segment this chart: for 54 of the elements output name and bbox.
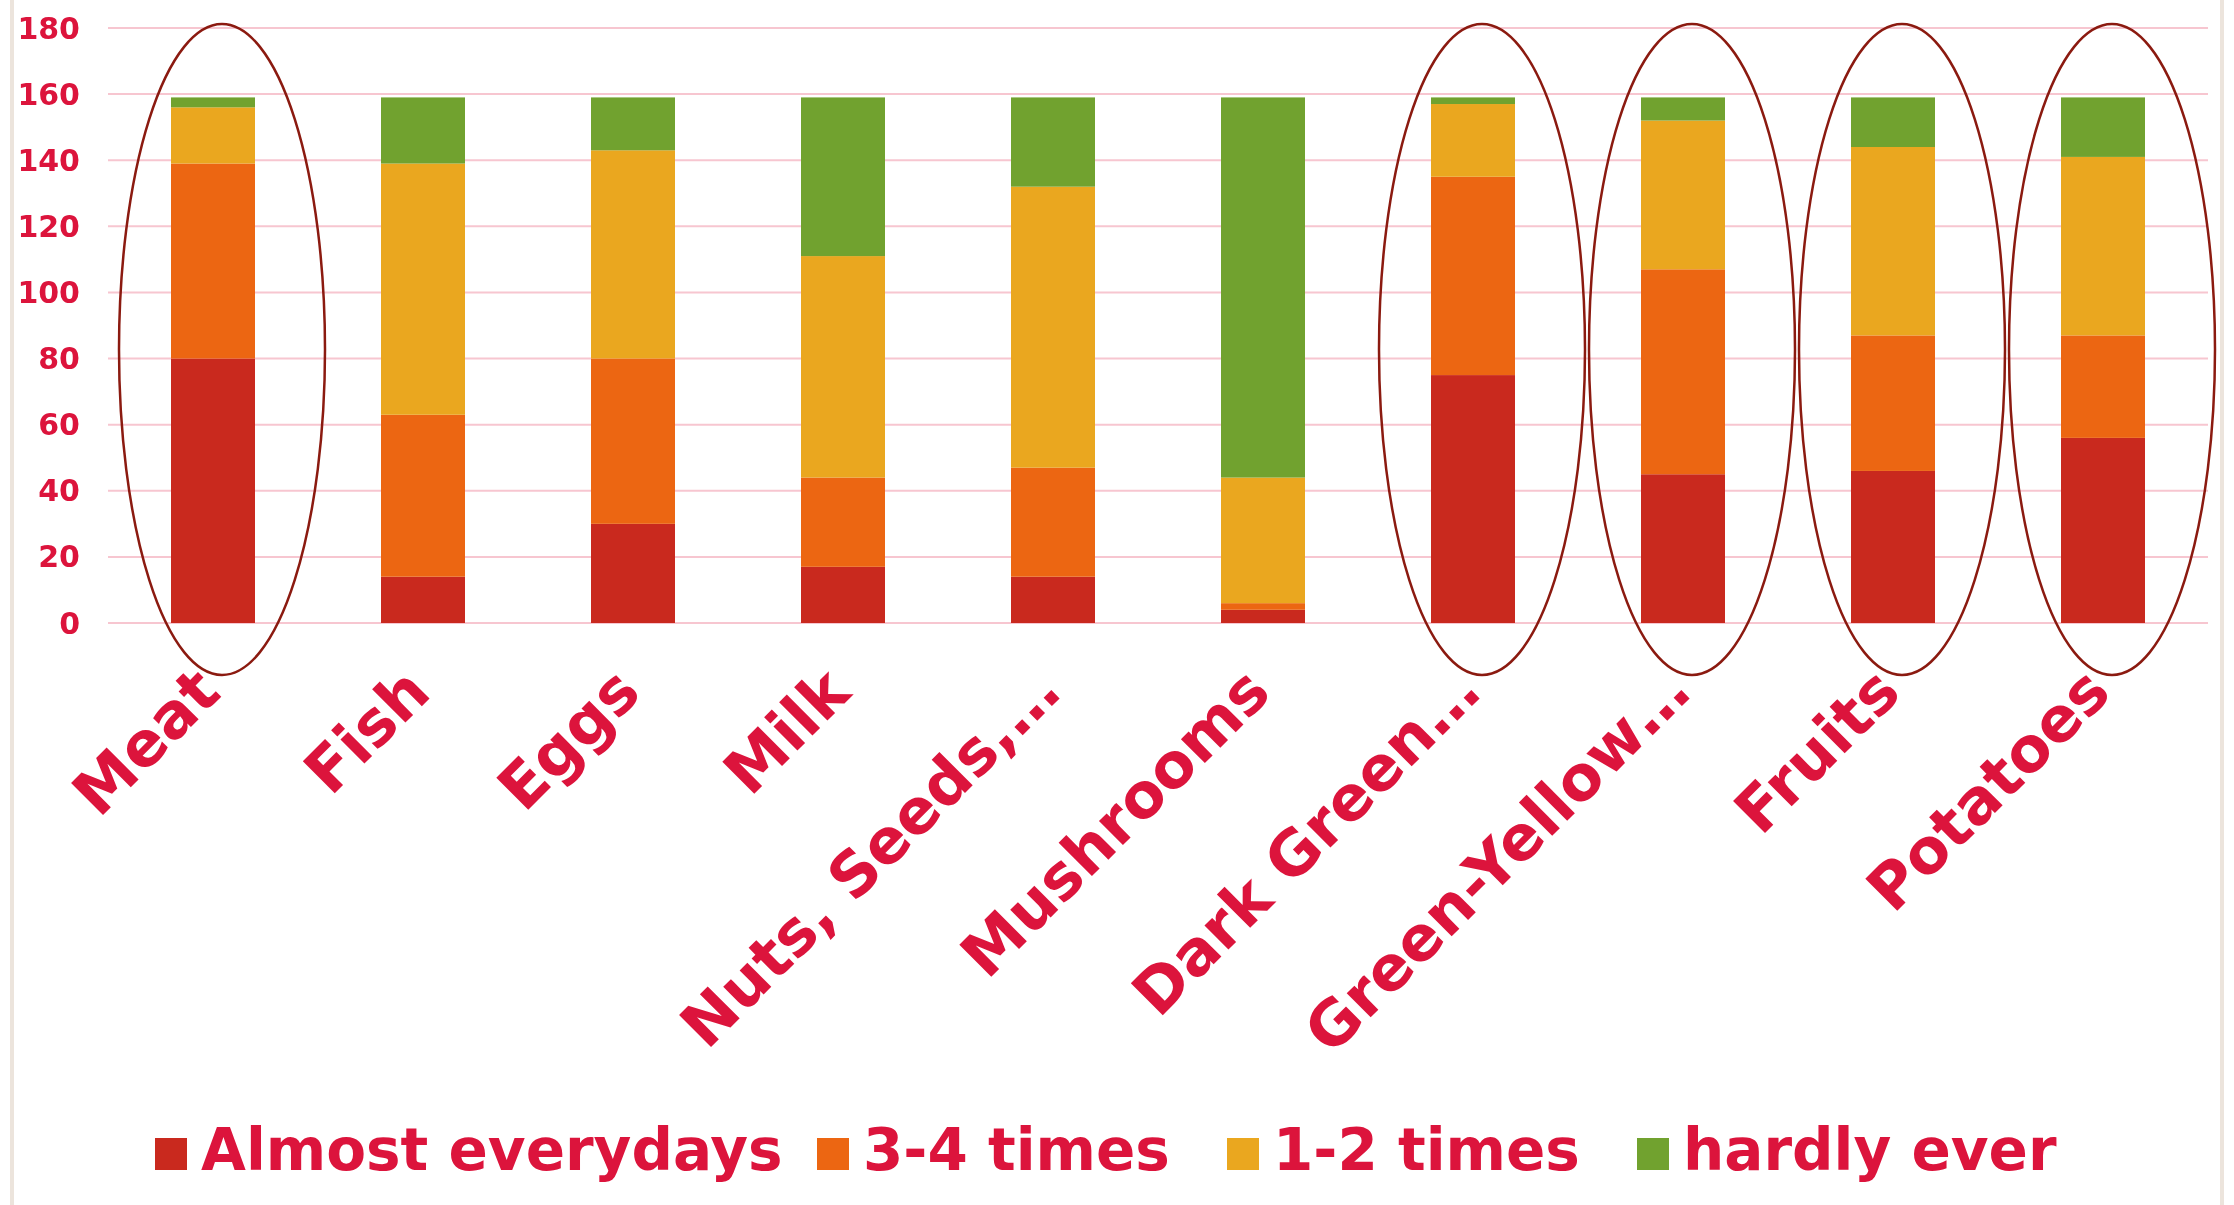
legend-label: hardly ever: [1683, 1116, 2057, 1184]
bar: [801, 97, 885, 257]
bar: [801, 256, 885, 478]
bar: [2061, 437, 2145, 623]
y-tick-label: 120: [17, 208, 80, 244]
bar: [1221, 477, 1305, 604]
bar: [1851, 470, 1935, 623]
bar: [1221, 97, 1305, 478]
bar: [801, 477, 885, 567]
bar: [1221, 603, 1305, 610]
bar: [2061, 335, 2145, 438]
bar: [591, 358, 675, 524]
bar: [591, 150, 675, 359]
bar: [2061, 156, 2145, 336]
bar: [1011, 97, 1095, 187]
bar: [1641, 97, 1725, 121]
bar: [1011, 467, 1095, 577]
bar: [1431, 104, 1515, 177]
bar: [1011, 576, 1095, 623]
bar: [171, 97, 255, 108]
legend-label: Almost everydays: [201, 1116, 783, 1184]
legend-label: 1-2 times: [1273, 1116, 1580, 1184]
bar: [1431, 176, 1515, 376]
y-tick-label: 40: [38, 473, 80, 509]
bar: [2061, 97, 2145, 157]
y-tick-label: 180: [17, 10, 80, 46]
bar: [381, 576, 465, 623]
bar: [591, 523, 675, 623]
bar: [1431, 97, 1515, 105]
y-tick-label: 20: [38, 539, 80, 575]
bar: [1851, 335, 1935, 471]
bar: [171, 107, 255, 164]
bar: [1851, 97, 1935, 147]
bar: [1641, 474, 1725, 623]
y-tick-label: 160: [17, 76, 80, 112]
y-tick-label: 80: [38, 341, 80, 377]
bar: [381, 414, 465, 577]
y-tick-label: 140: [17, 142, 80, 178]
bar: [1641, 120, 1725, 270]
bar: [1431, 375, 1515, 623]
bar: [1221, 609, 1305, 623]
bar: [381, 163, 465, 415]
bar: [801, 566, 885, 623]
bar: [171, 163, 255, 359]
y-tick-label: 0: [59, 605, 80, 641]
y-tick-label: 60: [38, 407, 80, 443]
bar: [171, 358, 255, 623]
legend-label: 3-4 times: [863, 1116, 1170, 1184]
bar: [1011, 186, 1095, 468]
bar: [1641, 269, 1725, 475]
y-tick-label: 100: [17, 274, 80, 310]
bar: [591, 97, 675, 151]
bar: [381, 97, 465, 164]
bar: [1851, 147, 1935, 336]
